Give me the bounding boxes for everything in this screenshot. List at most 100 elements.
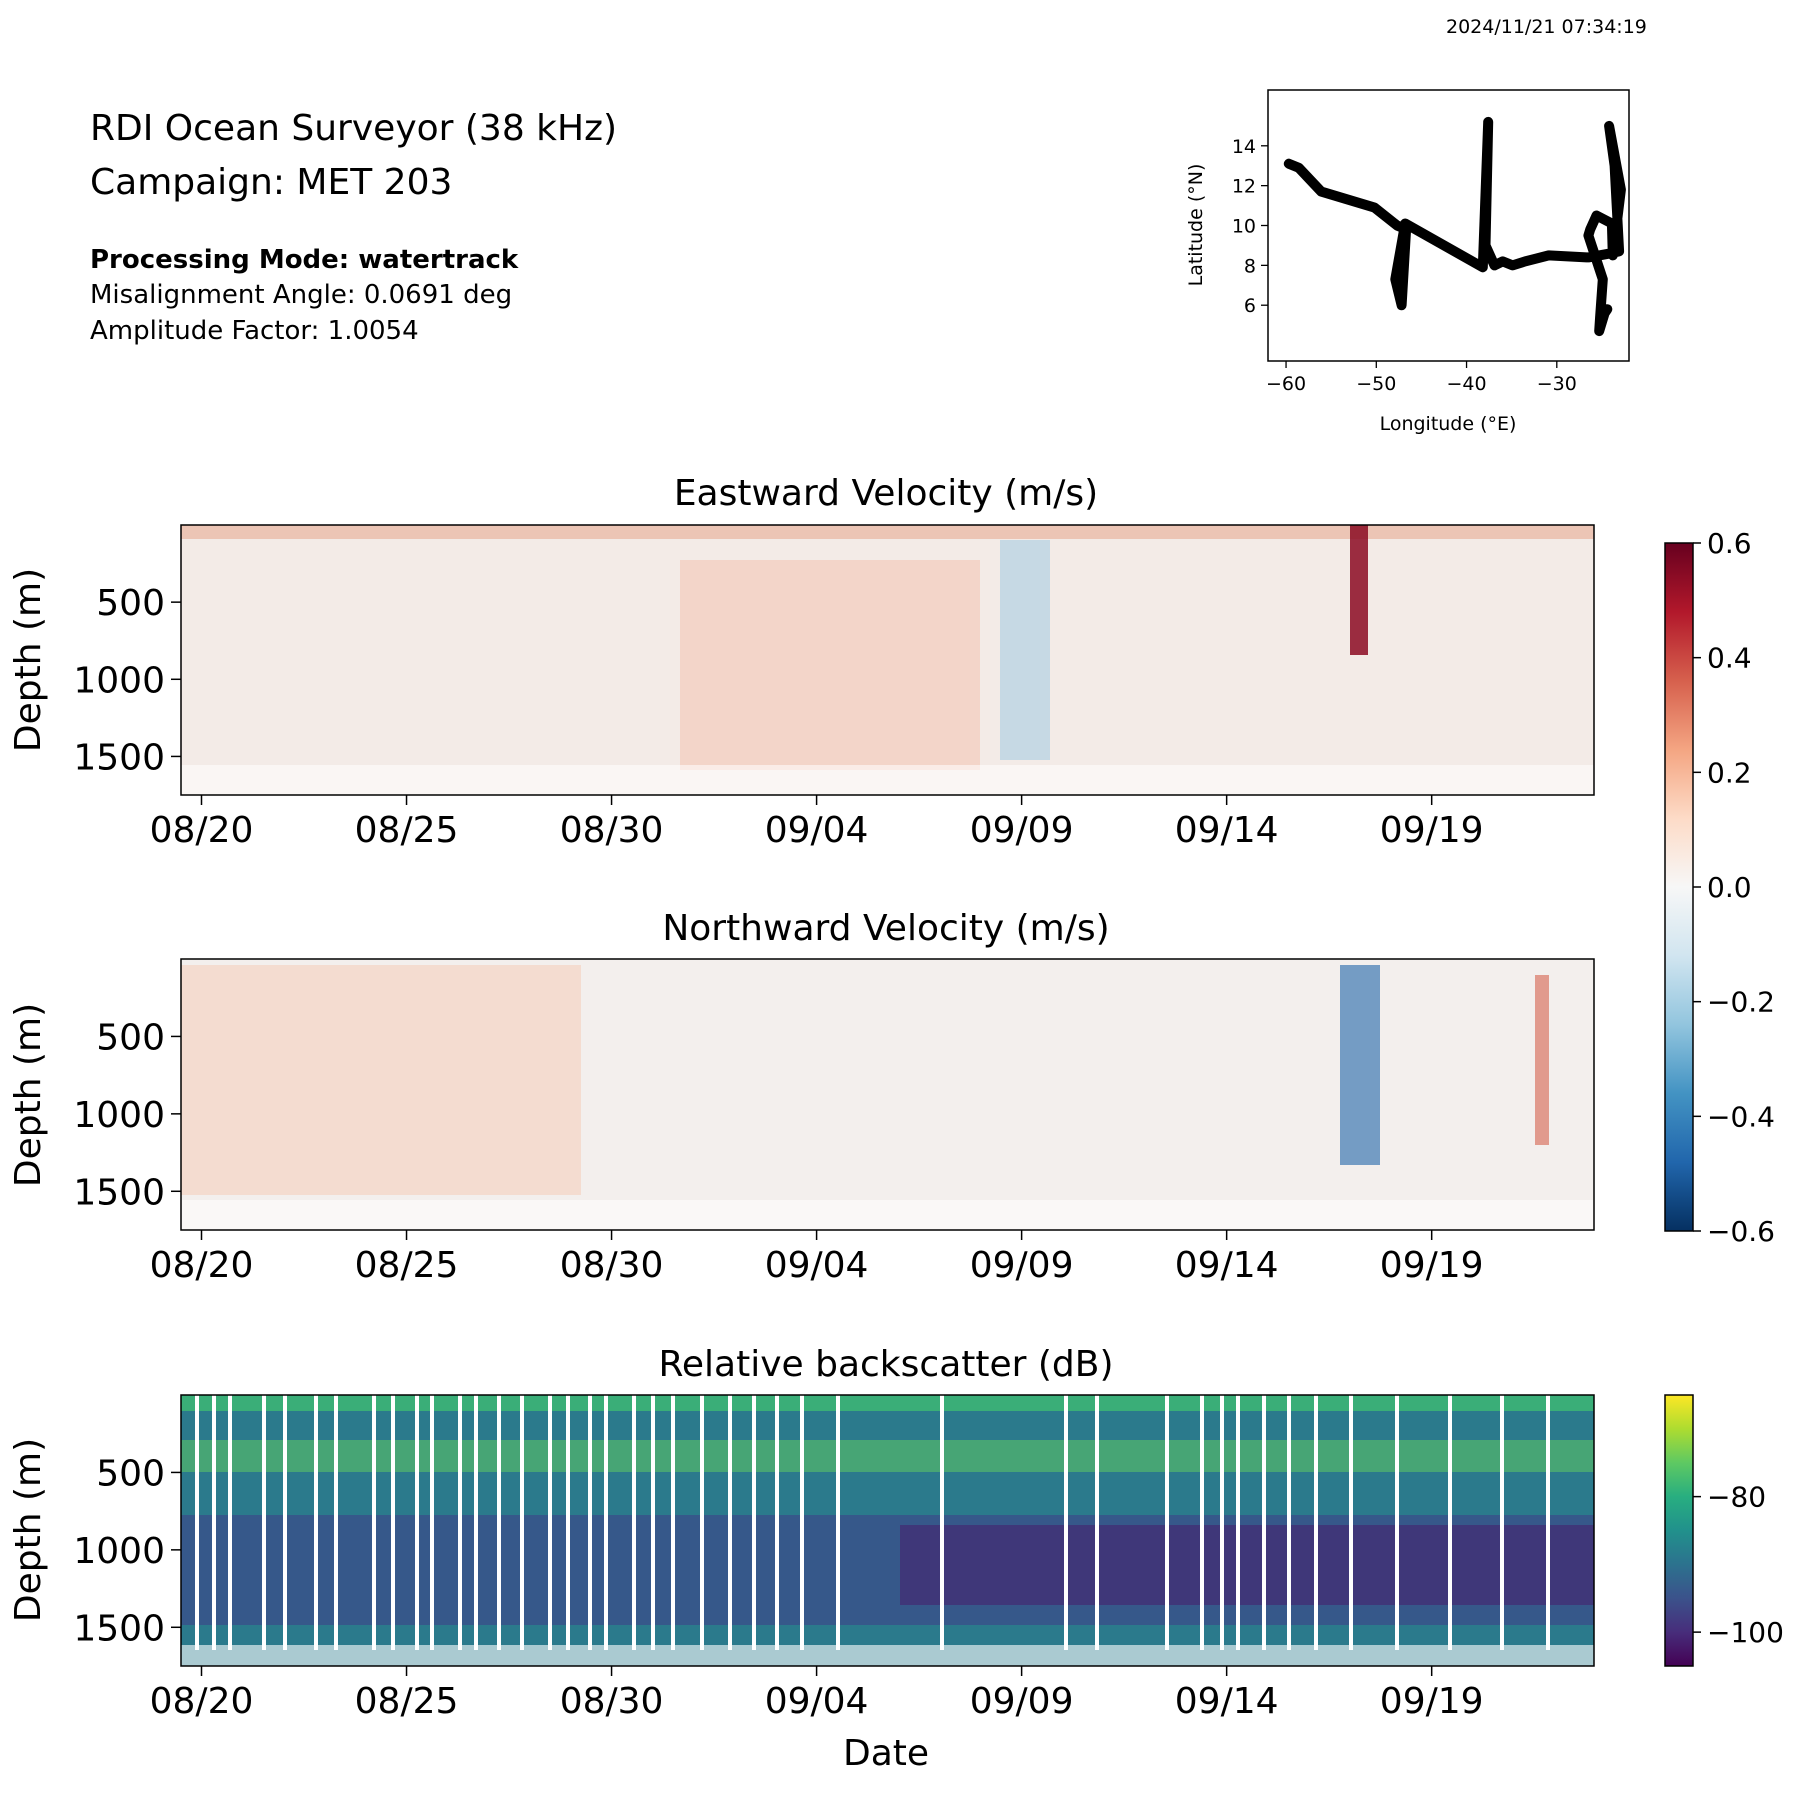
colorbar-tick-label: 0.0: [1707, 871, 1752, 904]
map-ylabel: Latitude (°N): [1185, 164, 1207, 287]
data-gap-stripe: [314, 1395, 318, 1650]
colorbar-tick-label: 0.4: [1707, 642, 1752, 675]
data-gap-stripe: [548, 1395, 552, 1650]
eastward-blue-patch: [1000, 540, 1050, 760]
data-gap-stripe: [1200, 1395, 1204, 1650]
data-gap-stripe: [800, 1395, 804, 1650]
xtick-label: 09/14: [1175, 810, 1279, 851]
data-gap-stripe: [752, 1395, 756, 1650]
data-gap-stripe: [1236, 1395, 1240, 1650]
ship-track-line: [1283, 116, 1626, 337]
data-gap-stripe: [283, 1395, 287, 1650]
map-plot-area: [1267, 89, 1630, 362]
northward-ylabel: Depth (m): [8, 1003, 49, 1187]
misalignment-angle: Misalignment Angle: 0.0691 deg: [90, 280, 513, 310]
data-gap-stripe: [588, 1395, 592, 1650]
ytick-label: 500: [96, 583, 165, 624]
data-gap-stripe: [334, 1395, 338, 1650]
map-xtick-label: −50: [1356, 373, 1396, 395]
eastward-title: Eastward Velocity (m/s): [674, 473, 1098, 514]
backscatter-deep-minimum: [900, 1525, 1594, 1605]
northward-blue-jet: [1340, 965, 1380, 1165]
campaign-title: Campaign: MET 203: [90, 162, 453, 203]
backscatter-surface-layer: [181, 1395, 1594, 1411]
colorbar-tick-label: 0.6: [1707, 527, 1752, 560]
xtick-label: 09/09: [970, 810, 1074, 851]
data-gap-stripe: [430, 1395, 434, 1650]
data-gap-stripe: [671, 1395, 675, 1650]
xtick-label: 09/19: [1380, 1245, 1484, 1286]
backscatter-colorbar-gradient: [1664, 1394, 1694, 1667]
xtick-label: 08/30: [560, 810, 664, 851]
map-ytick-label: 6: [1244, 295, 1256, 317]
xtick-label: 09/19: [1380, 1681, 1484, 1722]
data-gap-stripe: [520, 1395, 524, 1650]
velocity-colorbar-gradient: [1664, 542, 1694, 1232]
backscatter-bottom-edge: [181, 1645, 1594, 1666]
ytick-label: 500: [96, 1453, 165, 1494]
data-gap-stripe: [940, 1395, 944, 1650]
xtick-label: 09/04: [765, 1681, 869, 1722]
backscatter-frame: [180, 1394, 1595, 1667]
timestamp: 2024/11/21 07:34:19: [1446, 16, 1647, 38]
eastward-surface-band: [181, 525, 1594, 539]
map-xtick-label: −40: [1446, 373, 1486, 395]
xtick-label: 08/25: [355, 1245, 459, 1286]
backscatter-title: Relative backscatter (dB): [658, 1344, 1113, 1385]
eastward-velocity-panel: Eastward Velocity (m/s) 08/20 08/25 08/30 0…: [8, 473, 1595, 851]
colorbar-tick-label: −0.4: [1707, 1100, 1775, 1133]
xtick-label: 09/04: [765, 1245, 869, 1286]
eastward-jet: [1350, 525, 1368, 655]
backscatter-colorbar: −80 −100: [1664, 1394, 1784, 1667]
ytick-label: 1500: [73, 1172, 165, 1213]
ytick-label: 1000: [73, 1095, 165, 1136]
eastward-ylabel: Depth (m): [8, 568, 49, 752]
velocity-colorbar: 0.6 0.4 0.2 0.0 −0.2 −0.4 −0.6: [1664, 527, 1775, 1248]
backscatter-xlabel: Date: [843, 1733, 929, 1774]
ytick-label: 1000: [73, 660, 165, 701]
ytick-label: 1500: [73, 1608, 165, 1649]
data-gap-stripe: [1095, 1395, 1099, 1650]
map-xlabel: Longitude (°E): [1380, 413, 1517, 435]
data-gap-stripe: [1064, 1395, 1068, 1650]
northward-frame: [180, 958, 1595, 1231]
colorbar-tick-label: 0.2: [1707, 756, 1752, 789]
xtick-label: 08/20: [150, 1681, 254, 1722]
processing-mode: Processing Mode: watertrack: [90, 245, 519, 275]
data-gap-stripe: [1262, 1395, 1266, 1650]
ytick-label: 1000: [73, 1531, 165, 1572]
backscatter-ylabel: Depth (m): [8, 1438, 49, 1622]
xtick-label: 09/14: [1175, 1245, 1279, 1286]
northward-warm-patch: [181, 965, 581, 1195]
data-gap-stripe: [228, 1395, 232, 1650]
northward-title: Northward Velocity (m/s): [662, 908, 1109, 949]
map-ytick-label: 14: [1232, 136, 1256, 158]
data-gap-stripe: [1165, 1395, 1169, 1650]
eastward-frame: [180, 524, 1595, 796]
data-gap-stripe: [1314, 1395, 1318, 1650]
colorbar-tick-label: −100: [1707, 1616, 1784, 1649]
map-inset: −60 −50 −40 −30 6 8 10 12 14 Longitude (°E) Lat…: [1185, 89, 1630, 435]
data-gap-stripe: [391, 1395, 395, 1650]
xtick-label: 08/30: [560, 1245, 664, 1286]
data-gap-stripe: [372, 1395, 376, 1650]
xtick-label: 09/09: [970, 1681, 1074, 1722]
northward-deep-gap: [181, 1200, 1594, 1230]
northward-velocity-panel: Northward Velocity (m/s) 08/20 08/25 08/30…: [8, 908, 1595, 1286]
data-gap-stripe: [700, 1395, 704, 1650]
data-gap-stripe: [1448, 1395, 1452, 1650]
instrument-title: RDI Ocean Surveyor (38 kHz): [90, 108, 618, 149]
map-ytick-label: 12: [1232, 176, 1256, 198]
xtick-label: 09/14: [1175, 1681, 1279, 1722]
data-gap-stripe: [836, 1395, 840, 1650]
map-xtick-label: −30: [1537, 373, 1577, 395]
xtick-label: 09/19: [1380, 810, 1484, 851]
data-gap-stripe: [775, 1395, 779, 1650]
data-gap-stripe: [604, 1395, 608, 1650]
map-xtick-label: −60: [1266, 373, 1306, 395]
data-gap-stripe: [1546, 1395, 1550, 1650]
xtick-label: 08/20: [150, 810, 254, 851]
colorbar-tick-label: −80: [1707, 1481, 1766, 1514]
data-gap-stripe: [497, 1395, 501, 1650]
